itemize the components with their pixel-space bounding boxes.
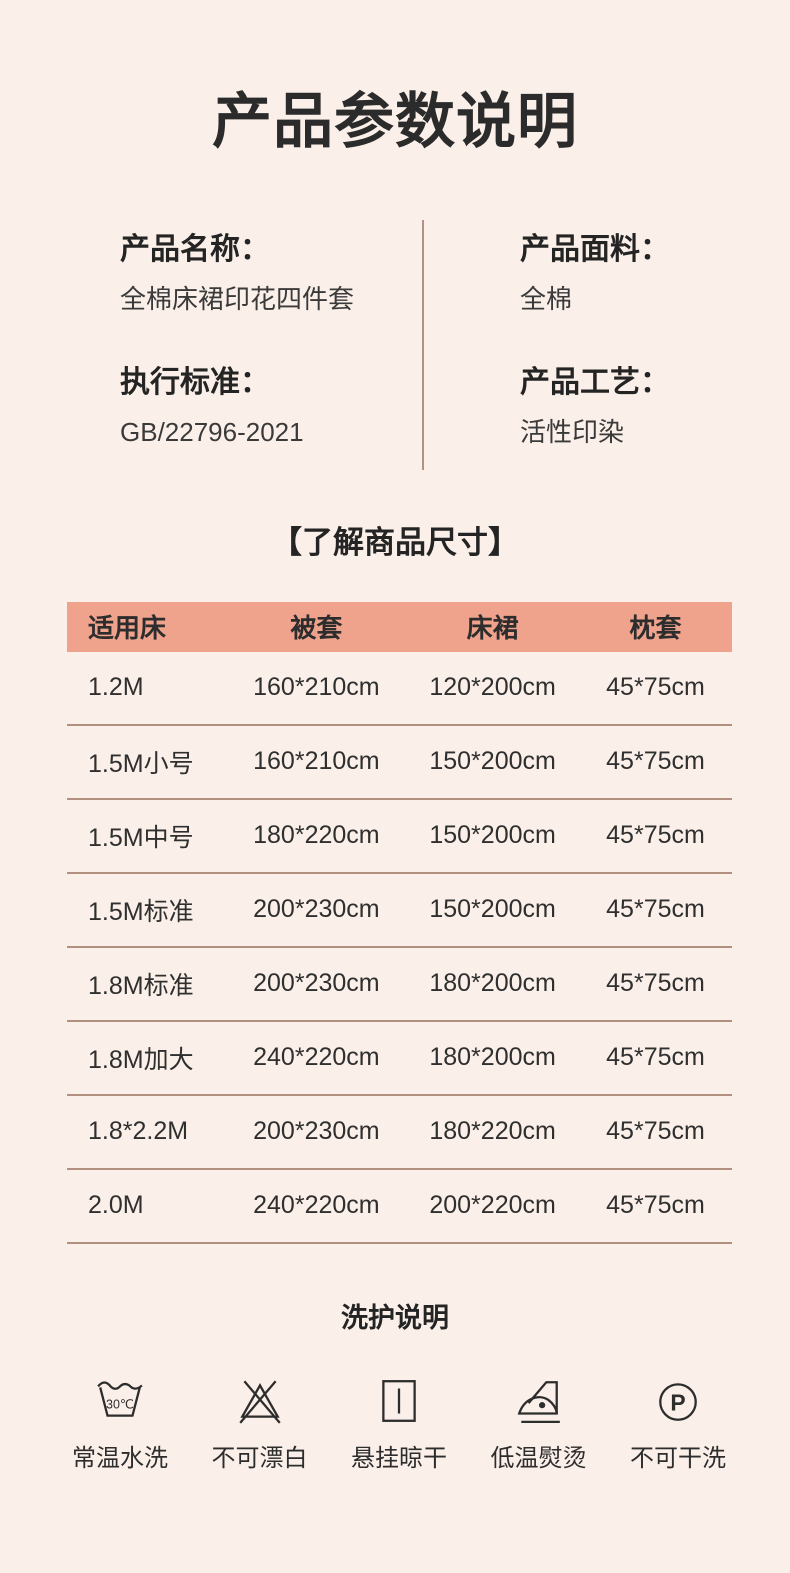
info-value: GB/22796-2021 <box>120 417 304 448</box>
care-label: 不可漂白 <box>211 1444 308 1472</box>
svg-text:P: P <box>670 1389 685 1415</box>
table-cell: 1.5M小号 <box>88 749 194 778</box>
care-item-no-dry-clean: P 不可干洗 <box>616 1376 740 1473</box>
table-row: 2.0M 240*220cm 200*220cm 45*75cm <box>67 1170 732 1244</box>
hang-dry-icon <box>374 1376 424 1426</box>
info-label: 产品面料： <box>520 233 670 266</box>
table-cell: 1.8M标准 <box>88 971 194 1000</box>
info-value: 活性印染 <box>520 417 625 448</box>
table-cell: 160*210cm <box>253 673 380 702</box>
table-cell: 200*220cm <box>429 1191 556 1220</box>
table-cell: 45*75cm <box>606 747 705 776</box>
column-header: 被套 <box>290 613 343 644</box>
care-section-title: 洗护说明 <box>341 1302 449 1333</box>
table-cell: 45*75cm <box>606 1043 705 1072</box>
table-cell: 180*200cm <box>429 1043 556 1072</box>
table-cell: 1.8*2.2M <box>88 1117 189 1146</box>
vertical-divider <box>422 220 424 470</box>
table-cell: 2.0M <box>88 1191 144 1220</box>
care-item-iron-low: 低温熨烫 <box>477 1376 601 1473</box>
table-cell: 200*230cm <box>253 895 380 924</box>
table-cell: 240*220cm <box>253 1191 380 1220</box>
table-row: 1.8*2.2M 200*230cm 180*220cm 45*75cm <box>67 1096 732 1170</box>
table-cell: 180*200cm <box>429 969 556 998</box>
table-cell: 200*230cm <box>253 969 380 998</box>
table-cell: 1.8M加大 <box>88 1045 194 1074</box>
table-cell: 200*230cm <box>253 1117 380 1146</box>
product-info-section: 产品名称： 全棉床裙印花四件套 产品面料： 全棉 执行标准： GB/22796-… <box>0 220 790 470</box>
table-cell: 1.5M标准 <box>88 897 194 926</box>
no-dry-clean-icon: P <box>653 1376 703 1426</box>
care-item-wash: 30℃ 常温水洗 <box>58 1376 182 1473</box>
table-cell: 45*75cm <box>606 895 705 924</box>
table-row: 1.5M标准 200*230cm 150*200cm 45*75cm <box>67 874 732 948</box>
info-field-product-name: 产品名称： 全棉床裙印花四件套 <box>0 232 395 315</box>
page-title: 产品参数说明 <box>212 88 578 155</box>
table-cell: 45*75cm <box>606 673 705 702</box>
care-instructions-row: 30℃ 常温水洗 不可漂白 悬挂晾干 <box>0 1376 790 1473</box>
table-cell: 45*75cm <box>606 1191 705 1220</box>
table-cell: 1.2M <box>88 673 144 702</box>
table-cell: 1.5M中号 <box>88 823 194 852</box>
care-label: 常温水洗 <box>72 1444 168 1472</box>
table-cell: 160*210cm <box>253 747 380 776</box>
column-header: 适用床 <box>88 613 167 644</box>
table-cell: 45*75cm <box>606 1117 705 1146</box>
info-label: 产品工艺： <box>520 366 670 400</box>
care-item-hang-dry: 悬挂晾干 <box>337 1376 461 1473</box>
info-field-standard: 执行标准： GB/22796-2021 <box>0 365 395 448</box>
table-row: 1.2M 160*210cm 120*200cm 45*75cm <box>67 652 732 726</box>
table-row: 1.5M小号 160*210cm 150*200cm 45*75cm <box>67 726 732 800</box>
info-label: 产品名称： <box>120 233 270 266</box>
no-bleach-icon <box>235 1376 285 1426</box>
care-label: 悬挂晾干 <box>351 1444 447 1472</box>
info-field-fabric: 产品面料： 全棉 <box>395 232 790 315</box>
size-table-header-row: 适用床 被套 床裙 枕套 <box>67 601 732 652</box>
care-item-no-bleach: 不可漂白 <box>198 1376 322 1473</box>
table-row: 1.8M加大 240*220cm 180*200cm 45*75cm <box>67 1022 732 1096</box>
table-cell: 120*200cm <box>429 673 556 702</box>
table-cell: 150*200cm <box>429 747 556 776</box>
table-cell: 180*220cm <box>253 821 380 850</box>
table-cell: 150*200cm <box>429 895 556 924</box>
care-label: 低温熨烫 <box>490 1444 587 1472</box>
info-label: 执行标准： <box>120 366 270 400</box>
wash-30c-icon: 30℃ <box>95 1376 145 1426</box>
size-table: 适用床 被套 床裙 枕套 1.2M 160*210cm 120*200cm 45… <box>67 601 732 1244</box>
info-field-craft: 产品工艺： 活性印染 <box>395 365 790 448</box>
info-value: 全棉 <box>520 284 573 314</box>
column-header: 床裙 <box>466 613 519 644</box>
column-header: 枕套 <box>629 613 682 644</box>
table-cell: 240*220cm <box>253 1043 380 1072</box>
svg-text:30℃: 30℃ <box>106 1397 134 1411</box>
table-cell: 45*75cm <box>606 969 705 998</box>
iron-low-icon <box>514 1376 564 1426</box>
table-cell: 45*75cm <box>606 821 705 850</box>
product-spec-page: 产品参数说明 产品名称： 全棉床裙印花四件套 产品面料： 全棉 执行标准： GB… <box>0 88 790 1473</box>
table-row: 1.5M中号 180*220cm 150*200cm 45*75cm <box>67 800 732 874</box>
table-cell: 150*200cm <box>429 821 556 850</box>
table-row: 1.8M标准 200*230cm 180*200cm 45*75cm <box>67 948 732 1022</box>
size-section-title: 【了解商品尺寸】 <box>271 525 519 561</box>
table-cell: 180*220cm <box>429 1117 556 1146</box>
info-value: 全棉床裙印花四件套 <box>120 284 355 314</box>
care-label: 不可干洗 <box>630 1444 726 1472</box>
